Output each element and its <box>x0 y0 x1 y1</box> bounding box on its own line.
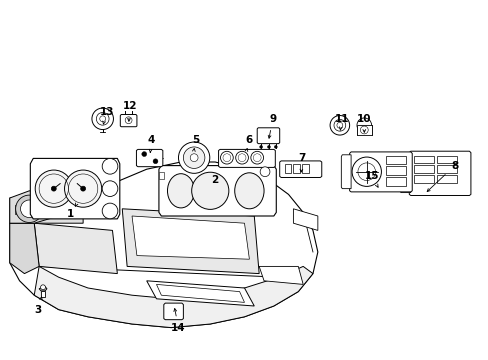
Polygon shape <box>341 155 350 189</box>
Text: 5: 5 <box>192 135 199 145</box>
Polygon shape <box>10 162 317 328</box>
Polygon shape <box>10 223 39 274</box>
Circle shape <box>16 195 43 222</box>
Circle shape <box>259 145 262 148</box>
Text: 4: 4 <box>147 135 155 145</box>
Bar <box>386 177 405 186</box>
Polygon shape <box>10 191 83 223</box>
Polygon shape <box>259 266 303 284</box>
Bar <box>386 166 405 175</box>
Circle shape <box>183 147 204 168</box>
Circle shape <box>356 118 371 132</box>
Circle shape <box>102 203 118 219</box>
Polygon shape <box>399 154 410 193</box>
Polygon shape <box>293 209 317 230</box>
Circle shape <box>102 181 118 197</box>
Bar <box>413 165 433 173</box>
Text: 15: 15 <box>364 171 378 181</box>
Circle shape <box>102 158 118 174</box>
Text: 13: 13 <box>99 107 114 117</box>
Circle shape <box>64 170 102 207</box>
Text: 8: 8 <box>450 161 457 171</box>
Circle shape <box>35 170 72 207</box>
Bar <box>436 165 456 173</box>
Circle shape <box>267 145 270 148</box>
Text: 9: 9 <box>269 114 276 124</box>
Bar <box>302 164 308 173</box>
Polygon shape <box>132 216 249 259</box>
Bar <box>436 156 456 163</box>
Bar <box>413 156 433 163</box>
Circle shape <box>178 142 209 173</box>
Polygon shape <box>34 266 312 328</box>
Text: 14: 14 <box>171 323 185 333</box>
Polygon shape <box>163 303 183 320</box>
Text: 12: 12 <box>122 101 137 111</box>
Polygon shape <box>122 209 259 274</box>
Bar <box>356 125 371 135</box>
Circle shape <box>41 285 45 290</box>
Polygon shape <box>39 287 47 291</box>
Bar <box>413 175 433 183</box>
Polygon shape <box>408 151 470 195</box>
Text: 7: 7 <box>298 153 305 163</box>
Text: 1: 1 <box>67 209 74 219</box>
Circle shape <box>153 159 158 164</box>
Ellipse shape <box>234 173 264 209</box>
Circle shape <box>260 167 269 177</box>
Bar <box>284 164 290 173</box>
Circle shape <box>20 200 38 217</box>
Circle shape <box>274 145 277 148</box>
Circle shape <box>329 116 349 135</box>
Polygon shape <box>218 149 275 167</box>
Polygon shape <box>30 158 120 219</box>
Circle shape <box>351 157 381 186</box>
Circle shape <box>92 108 113 130</box>
Circle shape <box>96 112 109 125</box>
Circle shape <box>220 151 233 164</box>
Ellipse shape <box>167 174 194 208</box>
Circle shape <box>235 151 248 164</box>
Polygon shape <box>257 128 279 144</box>
Polygon shape <box>10 198 83 223</box>
Bar <box>159 172 164 179</box>
Bar <box>293 164 299 173</box>
Polygon shape <box>136 149 163 167</box>
Circle shape <box>191 172 228 210</box>
Bar <box>41 291 45 297</box>
Circle shape <box>333 120 345 131</box>
Polygon shape <box>120 114 137 127</box>
Bar <box>15 205 34 214</box>
Polygon shape <box>159 166 276 216</box>
Polygon shape <box>349 152 411 192</box>
Circle shape <box>81 186 85 191</box>
Bar <box>436 175 456 183</box>
Text: 2: 2 <box>211 175 218 185</box>
Bar <box>386 156 405 164</box>
Polygon shape <box>34 223 117 274</box>
Text: 10: 10 <box>356 114 371 124</box>
Text: 11: 11 <box>334 114 349 124</box>
Polygon shape <box>146 281 254 306</box>
Text: 3: 3 <box>35 305 41 315</box>
Circle shape <box>250 151 263 164</box>
Polygon shape <box>279 161 321 177</box>
Circle shape <box>51 186 56 191</box>
Circle shape <box>190 154 198 162</box>
Circle shape <box>142 152 146 157</box>
Text: 6: 6 <box>245 135 252 145</box>
